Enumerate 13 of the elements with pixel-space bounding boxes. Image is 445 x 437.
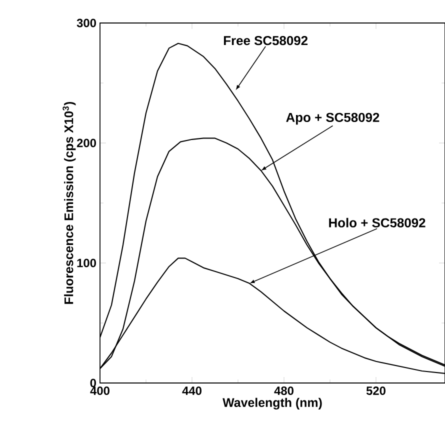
annotation: Apo + SC58092 — [286, 112, 380, 125]
x-axis-title: Wavelength (nm) — [222, 398, 322, 410]
y-axis-title: Fluorescence Emission (cps X10$^{3}$) — [62, 102, 76, 304]
x-tick-label: 400 — [90, 386, 110, 395]
x-tick-label: 520 — [366, 386, 386, 395]
y-tick-label: 200 — [76, 138, 96, 148]
annotation: Free SC58092 — [224, 36, 308, 46]
y-tick-label: 0 — [90, 378, 96, 388]
y-tick-label: 300 — [76, 18, 96, 28]
annotation: Holo + SC58092 — [329, 218, 426, 228]
x-tick-label: 440 — [182, 386, 202, 395]
x-tick-label: 480 — [274, 386, 294, 395]
y-tick-label: 100 — [77, 258, 96, 268]
